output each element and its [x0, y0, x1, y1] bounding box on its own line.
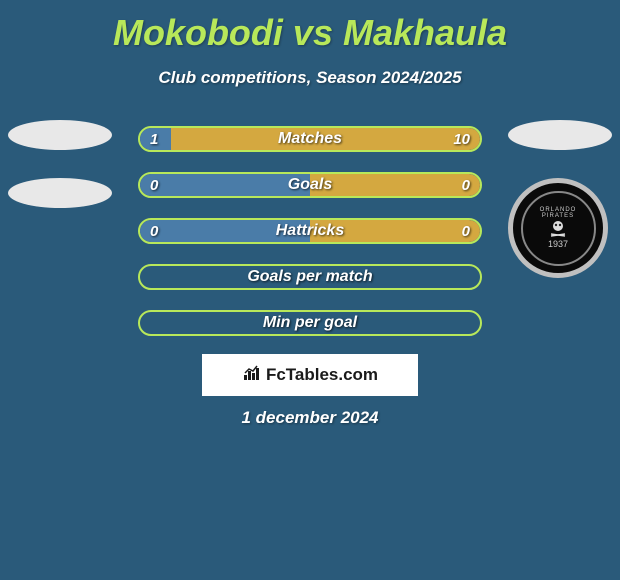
- watermark[interactable]: FcTables.com: [202, 354, 418, 396]
- player-avatar-placeholder: [8, 120, 112, 150]
- watermark-text: FcTables.com: [266, 365, 378, 385]
- stat-value-right: 10: [453, 128, 470, 150]
- stat-bar-min-per-goal: Min per goal: [138, 310, 482, 336]
- club-avatar-placeholder: [8, 178, 112, 208]
- stat-label: Goals per match: [140, 266, 480, 288]
- stat-value-right: 0: [462, 174, 470, 196]
- comparison-date: 1 december 2024: [0, 408, 620, 428]
- stat-label: Hattricks: [140, 220, 480, 242]
- club-logo-inner: ORLANDO PIRATES 1937: [521, 191, 596, 266]
- stat-bar-goals-per-match: Goals per match: [138, 264, 482, 290]
- player-avatar-placeholder: [508, 120, 612, 150]
- right-player-avatars: ORLANDO PIRATES 1937: [508, 120, 612, 278]
- skull-crossbones-icon: [548, 219, 568, 237]
- stat-label: Matches: [140, 128, 480, 150]
- comparison-title: Mokobodi vs Makhaula: [0, 0, 620, 54]
- club-logo-year: 1937: [548, 239, 568, 249]
- stat-bar-hattricks: 0 Hattricks 0: [138, 218, 482, 244]
- stat-label: Goals: [140, 174, 480, 196]
- stat-label: Min per goal: [140, 312, 480, 334]
- club-logo: ORLANDO PIRATES 1937: [508, 178, 608, 278]
- stat-bar-goals: 0 Goals 0: [138, 172, 482, 198]
- stat-bar-matches: 1 Matches 10: [138, 126, 482, 152]
- left-player-avatars: [8, 120, 112, 236]
- stats-bars-container: 1 Matches 10 0 Goals 0 0 Hattricks 0 Goa…: [138, 126, 482, 356]
- comparison-subtitle: Club competitions, Season 2024/2025: [0, 68, 620, 88]
- club-logo-name: ORLANDO PIRATES: [523, 207, 594, 219]
- bar-chart-icon: [242, 365, 262, 386]
- stat-value-right: 0: [462, 220, 470, 242]
